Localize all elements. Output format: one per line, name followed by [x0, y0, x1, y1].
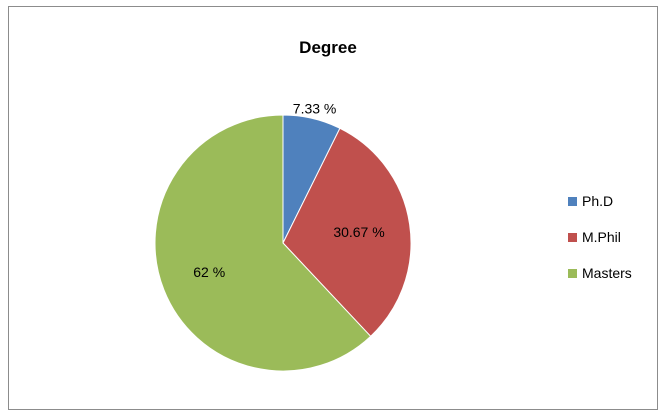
pie-slice-masters [154, 114, 372, 372]
data-label-m-phil: 30.67 % [333, 224, 384, 240]
data-label-masters: 62 % [193, 264, 225, 280]
legend: Ph.D M.Phil Masters [568, 193, 632, 281]
legend-label-ph-d: Ph.D [582, 193, 613, 209]
legend-label-m-phil: M.Phil [582, 229, 621, 245]
data-labels: 7.33 % 30.67 % 62 % [193, 100, 384, 280]
data-label-ph-d: 7.33 % [293, 100, 337, 116]
legend-swatch-ph-d [568, 197, 577, 206]
legend-label-masters: Masters [582, 265, 632, 281]
pie-slices [154, 114, 412, 372]
legend-swatch-masters [568, 269, 577, 278]
chart-title: Degree [299, 38, 357, 57]
legend-swatch-m-phil [568, 233, 577, 242]
pie-slice-m-phil [282, 127, 412, 338]
